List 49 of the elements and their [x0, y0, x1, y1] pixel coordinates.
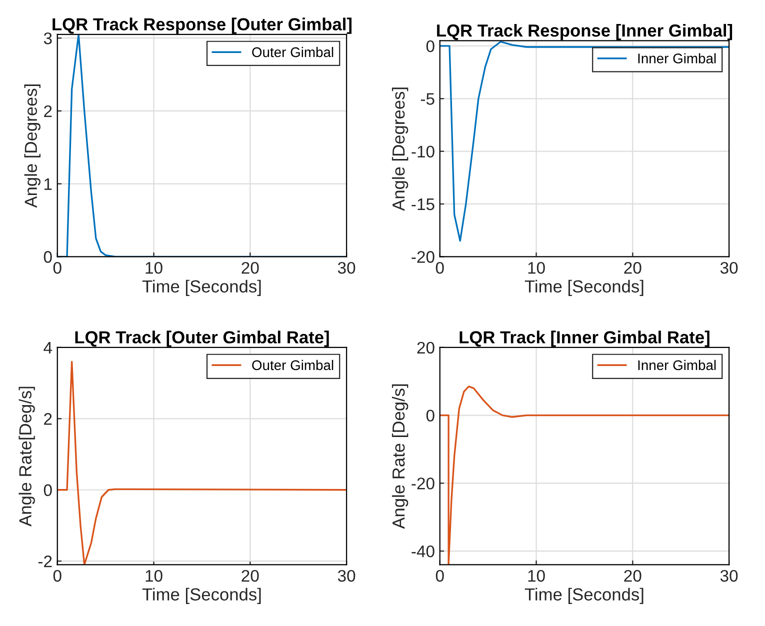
x-tick-label: 0	[53, 570, 62, 582]
y-tick-label: -2	[38, 555, 52, 568]
x-tick-label: 10	[146, 570, 162, 582]
y-tick-label: 4	[44, 342, 52, 354]
x-tick-label: 10	[146, 262, 162, 274]
y-tick-label: -20	[412, 478, 434, 490]
x-tick-label: 10	[528, 570, 545, 582]
x-tick-label: 30	[338, 262, 356, 274]
y-tick-label: 20	[417, 342, 434, 354]
legend-label: Inner Gimbal	[638, 360, 716, 370]
y-tick-label: -5	[420, 93, 434, 105]
x-tick-label: 0	[436, 570, 444, 582]
y-axis-title: Angle [Degrees]	[24, 84, 40, 208]
x-tick-label: 0	[53, 262, 62, 274]
y-tick-label: 1	[44, 178, 52, 190]
legend-label: Inner Gimbal	[638, 53, 716, 64]
x-tick-label: 30	[720, 570, 738, 582]
y-tick-label: 2	[44, 413, 52, 425]
x-tick-label: 20	[624, 262, 642, 274]
y-tick-label: 0	[44, 251, 52, 263]
chart-title: LQR Track [Inner Gimbal Rate]	[460, 330, 710, 347]
y-tick-label: -40	[412, 545, 434, 558]
x-tick-label: 20	[242, 570, 259, 582]
y-axis-title: Angle [Degrees]	[392, 88, 408, 211]
chart-title: LQR Track Response [Inner Gimbal]	[437, 24, 732, 40]
x-tick-label: 0	[436, 262, 444, 274]
y-tick-label: 3	[44, 32, 52, 44]
chart-title: LQR Track [Outer Gimbal Rate]	[75, 330, 329, 347]
x-axis-title: Time [Seconds]	[524, 588, 644, 604]
y-tick-label: 0	[44, 484, 52, 496]
legend-label: Outer Gimbal	[252, 360, 334, 370]
chart-title: LQR Track Response [Outer Gimbal]	[52, 18, 352, 34]
y-axis-title: Angle Rate [Deg/s]	[392, 384, 408, 529]
legend-label: Outer Gimbal	[252, 46, 334, 58]
y-tick-label: -15	[412, 198, 434, 210]
x-axis-title: Time [Seconds]	[524, 280, 644, 296]
y-axis-title: Angle Rate[Deg/s]	[18, 386, 35, 526]
x-tick-label: 20	[242, 262, 259, 274]
y-tick-label: 0	[426, 410, 434, 422]
x-tick-label: 10	[528, 262, 545, 274]
y-tick-label: 2	[44, 105, 52, 117]
x-axis-title: Time [Seconds]	[142, 588, 261, 604]
y-tick-label: -10	[412, 146, 434, 158]
y-tick-label: -20	[412, 251, 434, 263]
y-tick-label: 0	[426, 40, 434, 52]
x-tick-label: 30	[720, 262, 738, 274]
x-axis-title: Time [Seconds]	[142, 280, 261, 296]
x-tick-label: 20	[624, 570, 642, 582]
x-tick-label: 30	[338, 570, 356, 582]
